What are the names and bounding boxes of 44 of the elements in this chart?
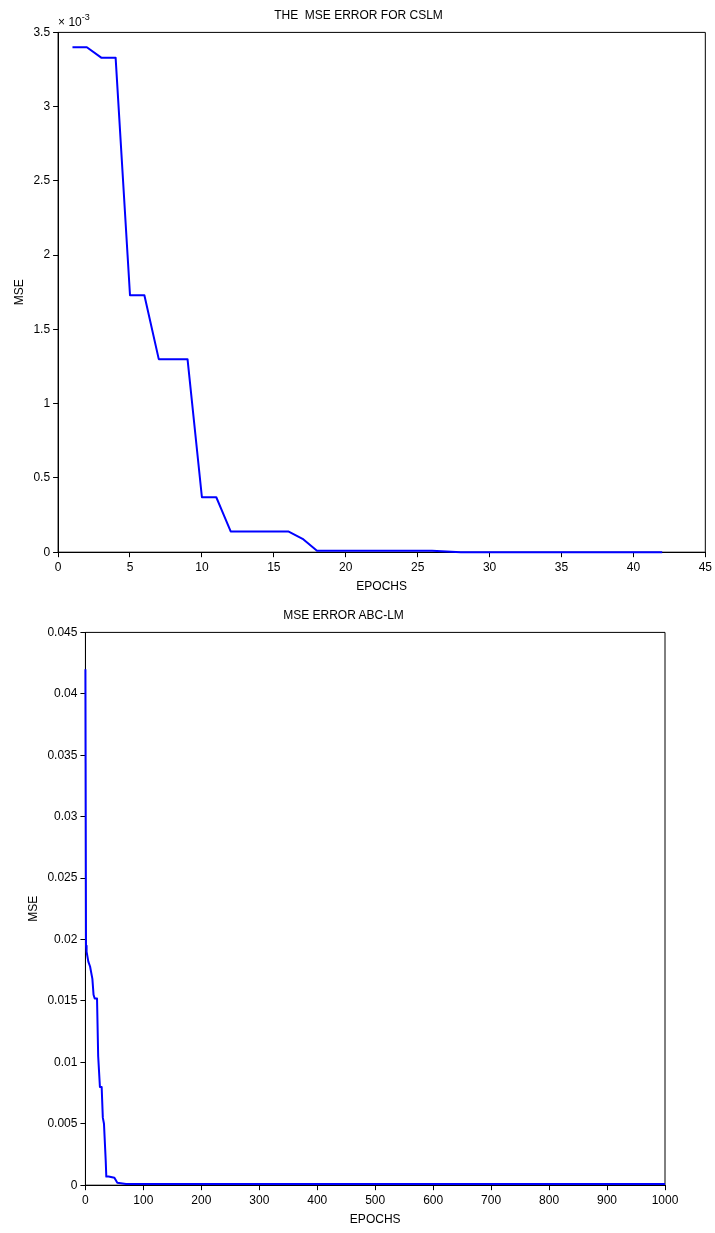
x-tick-label: 40 (626, 559, 641, 574)
y-axis-title: MSE (25, 895, 40, 922)
y-tick-label: 1 (43, 396, 51, 410)
chart-title: MSE ERROR ABC-LM (283, 607, 404, 622)
y-tick-label: 0.5 (33, 470, 51, 485)
x-tick-label: 5 (126, 559, 134, 574)
x-tick-label: 900 (597, 1192, 618, 1207)
x-axis-title: EPOCHS (349, 1212, 401, 1227)
x-tick-label: 200 (191, 1192, 212, 1207)
x-tick-label: 700 (481, 1192, 502, 1207)
y-tick-label: 0.02 (54, 931, 78, 946)
y-tick-label: 2.5 (33, 173, 51, 188)
x-tick-label: 10 (195, 559, 209, 574)
y-tick-label: 0.01 (54, 1054, 78, 1069)
chart-title: THE MSE ERROR FOR CSLM (274, 7, 443, 22)
x-tick-label: 600 (423, 1192, 444, 1207)
y-tick-label: 0.03 (54, 808, 78, 823)
y-tick-label: 0.035 (47, 747, 78, 762)
y-tick-label: 2 (43, 247, 51, 262)
x-tick-label: 400 (307, 1192, 328, 1207)
y-tick-label: 3.5 (33, 24, 51, 39)
x-tick-label: 500 (365, 1192, 386, 1207)
x-tick-label: 15 (267, 559, 281, 574)
x-tick-label: 300 (249, 1192, 270, 1207)
x-tick-label: 30 (482, 559, 497, 574)
y-tick-label: 0 (43, 544, 51, 559)
y-tick-label: 3 (43, 98, 51, 113)
y-tick-label: 0 (70, 1177, 78, 1192)
y-tick-label: 0.045 (47, 624, 78, 639)
x-tick-label: 1000 (651, 1192, 679, 1207)
x-tick-label: 25 (410, 559, 425, 574)
x-tick-label: 35 (554, 559, 569, 574)
y-tick-label: 0.005 (47, 1116, 78, 1131)
y-tick-label: 1.5 (33, 321, 51, 336)
x-tick-label: 100 (133, 1192, 154, 1207)
y-tick-label: 0.04 (54, 686, 78, 701)
x-tick-label: 20 (339, 559, 353, 574)
x-axis-title: EPOCHS (356, 579, 408, 594)
y-tick-label: 0.025 (47, 870, 78, 885)
x-tick-label: 800 (539, 1192, 560, 1207)
x-tick-label: 45 (698, 559, 713, 574)
y-axis-title: MSE (11, 279, 26, 306)
y-tick-label: 0.015 (47, 993, 78, 1008)
x-tick-label: 0 (82, 1192, 90, 1207)
